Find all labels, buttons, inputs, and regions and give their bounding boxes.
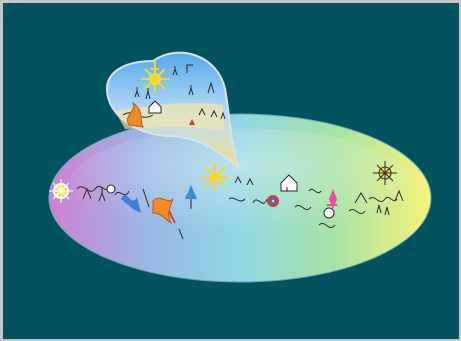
sun-left-icon: [49, 179, 73, 203]
bubble-house-icon: [122, 100, 162, 118]
main-art-strip: [49, 161, 404, 240]
blue-figure-icon: [121, 188, 150, 213]
orange-dancer-icon: [152, 197, 184, 240]
blue-tree-icon: [185, 185, 197, 209]
pink-dancer-icon: [327, 189, 337, 209]
scribble-figures-right-icon: [294, 188, 336, 229]
sun-center-icon: [201, 163, 229, 191]
bubble-figures-icon: [134, 64, 226, 120]
scribble-right-edge-icon: [368, 189, 404, 216]
artwork-svg: [48, 51, 432, 283]
bubble-sun-icon: [141, 61, 169, 93]
center-figures-icon: [228, 175, 268, 204]
tree-figure-icon: [348, 192, 368, 215]
red-eye-icon: [267, 195, 279, 207]
bubble-flame-icon: [127, 101, 195, 128]
sun-right-icon: [373, 161, 397, 185]
bubble-art: [122, 61, 226, 128]
house-right-icon: [280, 174, 298, 192]
scribble-figures-left-icon: [76, 184, 130, 202]
artwork-canvas: [3, 3, 459, 339]
speech-bubble: [105, 51, 242, 172]
